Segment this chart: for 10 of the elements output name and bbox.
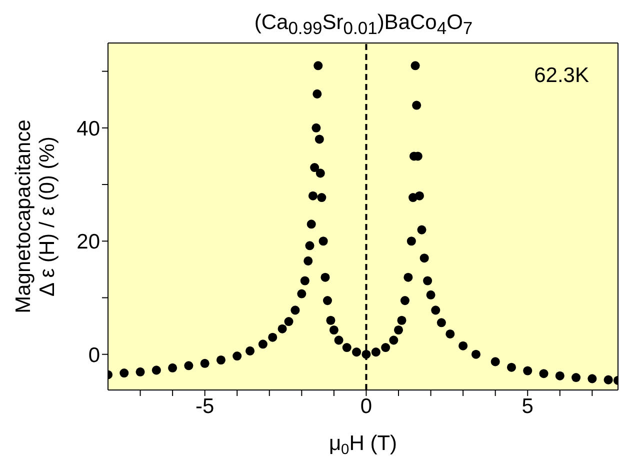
chart-title: (Ca$_{0.99}$Sr$_{0.01}$)BaCo$_{4}$O$_{7}$ [253,10,474,40]
annotation: 62.3K [534,64,589,88]
x-tick-label: 5 [522,394,534,418]
x-tick-label: 0 [360,394,372,418]
y-tick-label: 0 [88,344,100,367]
x-axis-title: μ$_{0}$H (T) [328,432,398,458]
y-tick-label: 20 [76,230,100,254]
y-tick-label: 40 [76,117,100,140]
x-tick-label: -5 [195,394,214,418]
y-axis-title: Magnetocapacitance Δ ε (H) / ε (0) (%) [12,120,59,314]
